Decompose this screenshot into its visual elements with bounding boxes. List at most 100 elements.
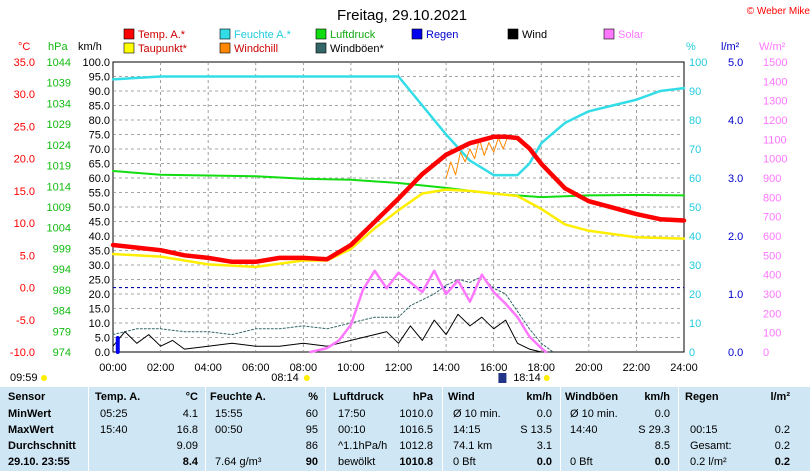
stats-separator <box>325 387 326 471</box>
stats-cell: Ø 10 min. <box>570 408 618 420</box>
pct-tick: 100 <box>689 57 707 69</box>
x-tick: 20:00 <box>575 362 603 374</box>
stats-cell-value: 0.0 <box>654 456 670 468</box>
kmh-tick: 35.0 <box>89 246 110 258</box>
moon-icon <box>498 373 507 383</box>
solar-tick: 0 <box>763 347 769 359</box>
legend-swatch <box>123 28 135 40</box>
pct-tick: 10 <box>689 318 701 330</box>
stats-cell: 0.2 l/m² <box>690 456 727 468</box>
stats-cell-value: 0.2 <box>774 440 790 452</box>
solar-tick: 100 <box>763 328 781 340</box>
stats-cell: Gesamt: <box>690 440 732 452</box>
solar-tick: 1200 <box>763 115 787 127</box>
rain-tick: 3.0 <box>728 173 743 185</box>
rain-tick: 5.0 <box>728 57 743 69</box>
stats-table: Sensor Temp. A. °C Feuchte A.% Luftdruck hPa W… <box>0 387 810 471</box>
hpa-unit: hPa <box>48 41 68 53</box>
hpa-tick: 989 <box>53 285 71 297</box>
stats-header-unit: % <box>308 391 318 403</box>
stats-cell: 0 Bft <box>453 456 476 468</box>
kmh-tick: 70.0 <box>89 144 110 156</box>
solar-tick: 400 <box>763 270 781 282</box>
stats-cell-value: 8.5 <box>654 440 670 452</box>
temp-tick: 0.0 <box>20 283 35 295</box>
stats-header: Sensor <box>8 391 46 403</box>
series-solar <box>309 269 548 354</box>
kmh-tick: 50.0 <box>89 202 110 214</box>
legend-swatch <box>123 42 135 54</box>
legend-label: Windchill <box>234 43 278 55</box>
kmh-tick: 100.0 <box>82 57 110 69</box>
kmh-tick: 65.0 <box>89 159 110 171</box>
legend-label: Windböen* <box>330 43 385 55</box>
kmh-tick: 10.0 <box>89 318 110 330</box>
kmh-tick: 45.0 <box>89 217 110 229</box>
stats-cell-value: 0.0 <box>536 456 552 468</box>
temp-tick: -5.0 <box>16 315 35 327</box>
hpa-tick: 1014 <box>47 181 71 193</box>
kmh-tick: 0.0 <box>95 347 110 359</box>
stats-cell-value: S 29.3 <box>638 424 670 436</box>
legend-swatch <box>315 42 327 54</box>
pct-unit: % <box>686 41 696 53</box>
series-temp-a <box>110 134 687 265</box>
hpa-tick: 1004 <box>47 223 71 235</box>
stats-cell-value: 86 <box>305 440 318 452</box>
kmh-tick: 90.0 <box>89 86 110 98</box>
stats-cell: 14:15 <box>453 424 481 436</box>
stats-header: Wind <box>448 391 475 403</box>
solar-tick: 1000 <box>763 154 787 166</box>
legend-label: Regen <box>426 29 458 41</box>
stats-row-label: MinWert <box>8 408 52 420</box>
hpa-tick: 1009 <box>47 202 71 214</box>
solar-tick: 600 <box>763 231 781 243</box>
legend-label: Feuchte A.* <box>234 29 292 41</box>
stats-header: Regen <box>685 391 719 403</box>
stats-cell: 00:10 <box>338 424 366 436</box>
stats-header-unit: km/h <box>644 391 670 403</box>
legend-swatch <box>603 28 615 40</box>
hpa-tick: 1034 <box>47 98 71 110</box>
stats-cell: 14:40 <box>570 424 598 436</box>
stats-cell-value: S 13.5 <box>520 424 552 436</box>
brand-label: © Weber Mike <box>747 6 810 17</box>
rain-tick: 2.0 <box>728 231 743 243</box>
stats-cell-value: 8.4 <box>182 456 198 468</box>
pct-tick: 60 <box>689 173 701 185</box>
solar-tick: 300 <box>763 289 781 301</box>
kmh-tick: 60.0 <box>89 173 110 185</box>
kmh-tick: 55.0 <box>89 188 110 200</box>
chart-title: Freitag, 29.10.2021 <box>337 7 467 24</box>
stats-header-unit: °C <box>185 391 198 403</box>
temp-tick: 30.0 <box>14 89 35 101</box>
stats-cell: 0 Bft <box>570 456 593 468</box>
stats-cell-value: 1016.5 <box>399 424 433 436</box>
x-tick: 16:00 <box>480 362 508 374</box>
stats-separator <box>678 387 679 471</box>
series-wind <box>112 313 542 353</box>
stats-separator <box>205 387 206 471</box>
stats-cell-value: 1010.8 <box>399 456 433 468</box>
stats-cell-value: 0.2 <box>774 456 790 468</box>
pct-tick: 90 <box>689 86 701 98</box>
x-tick: 02:00 <box>147 362 175 374</box>
kmh-tick: 30.0 <box>89 260 110 272</box>
legend: Temp. A.* Feuchte A.* Luftdruck Regen Wind So… <box>123 28 644 55</box>
hpa-tick: 979 <box>53 326 71 338</box>
x-tick: 10:00 <box>337 362 365 374</box>
stats-cell: 17:50 <box>338 408 366 420</box>
stats-cell-value: 0.0 <box>654 408 670 420</box>
stats-cell-value: 95 <box>305 424 318 436</box>
stats-row-label: MaxWert <box>8 424 54 436</box>
pct-tick: 30 <box>689 260 701 272</box>
kmh-unit: km/h <box>78 41 102 53</box>
pct-tick: 0 <box>689 347 695 359</box>
stats-cell: 15:55 <box>215 408 243 420</box>
series-luftdruck <box>112 170 685 199</box>
hpa-tick: 1029 <box>47 119 71 131</box>
kmh-tick: 15.0 <box>89 304 110 316</box>
sunrise-left: 09:59 <box>10 372 38 384</box>
stats-header: Luftdruck <box>333 391 384 403</box>
grid <box>112 61 685 353</box>
